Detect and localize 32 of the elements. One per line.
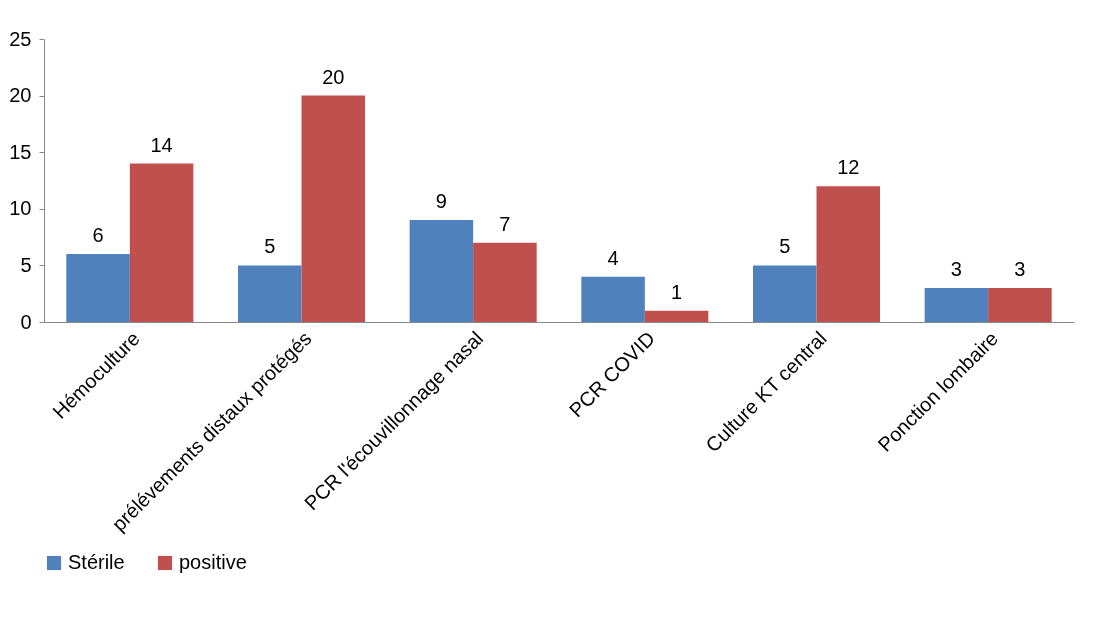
data-label: 12 [837, 156, 860, 179]
data-label: 4 [607, 246, 619, 269]
bar [924, 288, 989, 322]
data-label: 9 [435, 190, 447, 213]
data-label: 5 [264, 235, 276, 258]
bar [409, 220, 474, 322]
y-tick-label: 20 [9, 84, 32, 107]
bar [129, 163, 194, 322]
data-label: 1 [671, 280, 683, 303]
data-label: 5 [779, 235, 791, 258]
bar [816, 186, 881, 322]
bar [237, 265, 302, 322]
data-label: 6 [92, 224, 104, 247]
data-label: 3 [950, 258, 962, 281]
bar [752, 265, 817, 322]
bar [581, 276, 645, 322]
y-tick-label: 10 [9, 197, 32, 220]
bar [301, 95, 366, 322]
y-tick-label: 0 [20, 310, 32, 333]
bar [473, 242, 537, 322]
bar [66, 254, 130, 322]
legend-label: Stérile [68, 551, 125, 573]
bar [988, 288, 1052, 322]
data-label: 14 [150, 133, 173, 156]
legend-label: positive [179, 551, 247, 573]
data-label: 7 [499, 212, 511, 235]
bar [644, 310, 709, 322]
y-tick-label: 15 [9, 140, 32, 163]
data-label: 20 [322, 65, 345, 88]
y-tick-label: 25 [9, 27, 32, 50]
y-tick-label: 5 [20, 253, 32, 276]
data-label: 3 [1014, 258, 1026, 281]
